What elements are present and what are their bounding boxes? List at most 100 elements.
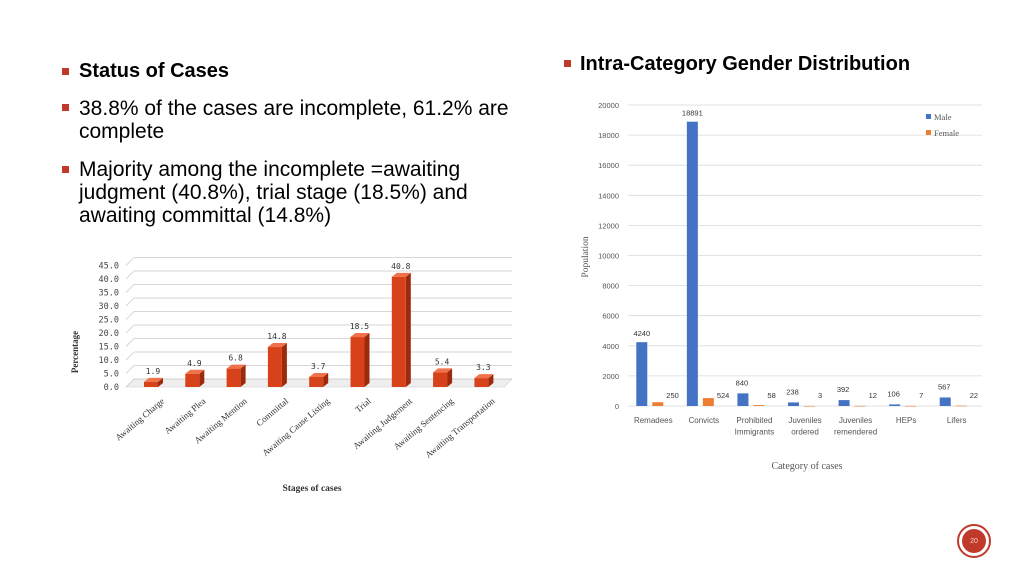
bar-side: [158, 377, 163, 387]
data-label: 250: [666, 391, 679, 400]
data-label: 567: [938, 382, 951, 391]
bar-top: [433, 368, 453, 373]
bar-side: [323, 373, 329, 387]
bar-male: [838, 400, 850, 406]
data-label: 3: [818, 391, 822, 400]
data-label: 6.8: [228, 354, 243, 363]
gridline-slant: [125, 338, 135, 347]
y-tick-label: 10.0: [99, 356, 119, 366]
bullet-marker-status: [62, 68, 69, 75]
category-label: Juveniles: [788, 416, 821, 425]
y-tick-label: 12000: [598, 221, 619, 230]
bar-male: [636, 342, 648, 406]
data-label: 5.4: [435, 357, 450, 366]
bar-female: [753, 405, 765, 406]
bullet-status-of-cases: Status of Cases: [79, 60, 230, 82]
gridline-slant: [125, 297, 135, 307]
y-axis-label: Percentage: [70, 331, 80, 373]
y-axis-label: Population: [581, 236, 591, 277]
bar: [144, 381, 158, 387]
y-tick-label: 5.0: [104, 370, 119, 380]
data-label: 40.8: [391, 262, 410, 271]
category-label: Prohibited: [736, 416, 772, 425]
bar: [185, 373, 200, 387]
y-tick-label: 2000: [602, 372, 619, 381]
bullet-incomplete-cases: 38.8% of the cases are incomplete, 61.2%…: [79, 97, 509, 143]
category-label: Immigrants: [735, 428, 775, 437]
x-axis-label: Stages of cases: [282, 484, 341, 494]
bar-top: [350, 333, 370, 338]
y-tick-label: 10000: [598, 252, 619, 261]
data-label: 106: [887, 389, 900, 398]
data-label: 14.8: [267, 332, 286, 341]
gridline-slant: [125, 365, 135, 374]
bar-side: [281, 343, 287, 387]
legend-label: Male: [934, 112, 952, 122]
data-label: 840: [736, 378, 749, 387]
data-label: 3.7: [311, 362, 326, 371]
legend-label: Female: [934, 128, 959, 138]
bar-male: [737, 393, 749, 406]
bar-male: [939, 397, 951, 406]
bar-top: [309, 373, 329, 378]
bar-female: [955, 405, 967, 407]
bullet-marker-incomplete: [62, 104, 69, 111]
bar: [267, 347, 282, 387]
y-tick-label: 25.0: [99, 316, 119, 326]
data-label: 18.5: [350, 322, 369, 331]
gridline-slant: [125, 351, 135, 361]
y-tick-label: 35.0: [99, 289, 119, 299]
category-label: Remadees: [634, 416, 673, 425]
data-label: 238: [786, 387, 799, 396]
bar-side: [405, 272, 411, 387]
y-tick-label: 30.0: [99, 302, 119, 312]
category-label: ordered: [791, 428, 819, 437]
data-label: 18891: [682, 109, 703, 118]
bar: [474, 378, 489, 387]
category-label: remendered: [834, 428, 877, 437]
y-tick-label: 20000: [598, 101, 619, 110]
y-tick-label: 40.0: [99, 275, 119, 285]
bar-female: [905, 405, 917, 407]
bar: [309, 377, 324, 387]
x-axis-label: Category of cases: [771, 461, 842, 472]
bar-side: [364, 333, 370, 387]
data-label: 3.3: [476, 363, 491, 372]
y-tick-label: 45.0: [99, 262, 119, 272]
y-tick-label: 16000: [598, 161, 619, 170]
category-label: Convicts: [689, 416, 720, 425]
bullet-majority-incomplete: Majority among the incomplete =awaiting …: [79, 158, 468, 227]
y-tick-label: 15.0: [99, 343, 119, 353]
gridline-slant: [125, 324, 135, 334]
gridline-slant: [125, 378, 135, 388]
bar-side: [240, 364, 246, 387]
gridline-slant: [125, 257, 135, 266]
gridline-slant: [125, 284, 135, 293]
bar-top: [474, 374, 494, 379]
category-label: Lifers: [947, 416, 967, 425]
bar-female: [854, 405, 866, 407]
data-label: 4240: [633, 329, 650, 338]
bar-side: [488, 374, 494, 387]
data-label: 58: [767, 391, 775, 400]
y-tick-label: 20.0: [99, 329, 119, 339]
legend-swatch: [926, 130, 931, 135]
y-tick-label: 18000: [598, 131, 619, 140]
bullet-marker-majority: [62, 166, 69, 173]
data-label: 1.9: [146, 367, 161, 376]
bullet-marker-gender: [564, 60, 571, 67]
bar-male: [788, 402, 799, 406]
bar-top: [185, 369, 205, 374]
y-tick-label: 0.0: [104, 383, 119, 393]
gridline-slant: [125, 311, 135, 320]
data-label: 4.9: [187, 359, 202, 368]
data-label: 7: [919, 391, 923, 400]
legend-swatch: [926, 114, 931, 119]
gridline-slant: [125, 270, 135, 280]
bar-male: [686, 121, 698, 406]
bar: [391, 276, 406, 387]
bar-top: [391, 272, 411, 277]
y-tick-label: 0: [615, 402, 619, 411]
